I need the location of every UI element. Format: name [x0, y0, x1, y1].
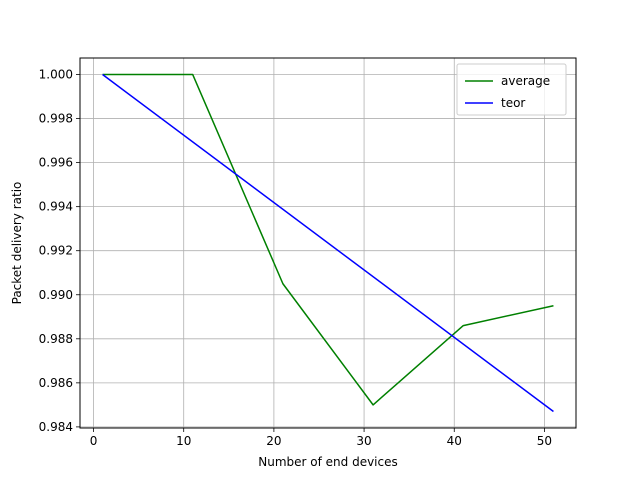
x-tick-label: 0 — [90, 434, 98, 448]
y-axis-title: Packet delivery ratio — [10, 182, 24, 305]
legend-label-teor: teor — [501, 96, 525, 110]
x-tick-label: 20 — [266, 434, 281, 448]
series-layer — [102, 73, 554, 413]
x-tick-label: 50 — [537, 434, 552, 448]
y-tick-label: 0.994 — [39, 200, 73, 214]
y-tick-label: 0.988 — [39, 332, 73, 346]
x-tick-label: 30 — [356, 434, 371, 448]
series-line-teor — [102, 73, 554, 413]
ticks-layer: 0 10 20 30 40 50 0.984 0.986 0.988 0.990 0.992 0.99… — [39, 68, 552, 448]
legend: average teor — [456, 63, 567, 116]
y-tick-label: 0.996 — [39, 156, 73, 170]
y-tick-label: 1.000 — [39, 68, 73, 82]
grid-layer — [80, 58, 576, 428]
y-tick-label: 0.986 — [39, 376, 73, 390]
y-tick-label: 0.998 — [39, 112, 73, 126]
plot-frame — [79, 57, 577, 429]
y-tick-label: 0.990 — [39, 288, 73, 302]
x-tick-label: 10 — [176, 434, 191, 448]
series-line-average — [102, 73, 554, 406]
x-tick-label: 40 — [447, 434, 462, 448]
y-tick-label: 0.984 — [39, 420, 73, 434]
x-axis-title: Number of end devices — [258, 455, 398, 469]
legend-label-average: average — [501, 74, 550, 88]
y-tick-label: 0.992 — [39, 244, 73, 258]
